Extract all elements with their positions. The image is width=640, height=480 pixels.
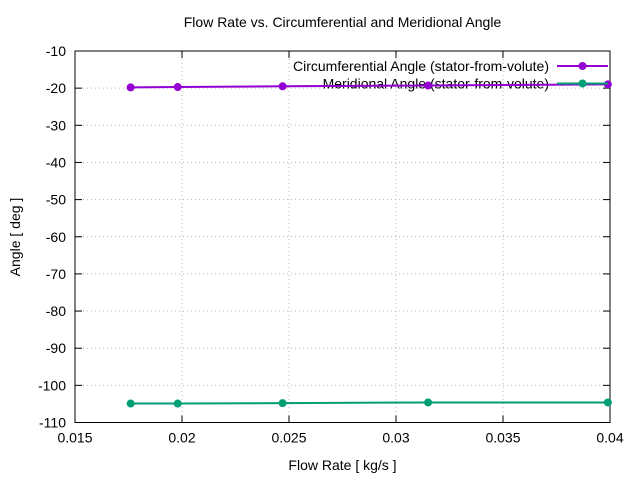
data-point [126, 399, 135, 408]
y-tick-label: -10 [46, 43, 66, 59]
x-tick-label: 0.02 [168, 430, 195, 446]
x-axis-title: Flow Rate [ kg/s ] [288, 457, 397, 473]
data-point [278, 399, 287, 408]
x-tick-label: 0.015 [57, 430, 92, 446]
data-point [173, 399, 182, 408]
series-line [129, 401, 609, 405]
y-tick-label: -40 [46, 154, 66, 170]
data-point [603, 398, 612, 407]
y-tick-label: -60 [46, 229, 66, 245]
x-tick-label: 0.03 [382, 430, 409, 446]
y-tick-label: -70 [46, 266, 66, 282]
chart-title: Flow Rate vs. Circumferential and Meridi… [183, 14, 502, 30]
legend-marker [578, 62, 587, 70]
legend-marker [578, 79, 587, 88]
y-tick-label: -90 [46, 340, 66, 356]
legend-label: Circumferential Angle (stator-from-volut… [293, 58, 549, 74]
data-point [126, 83, 135, 92]
y-tick-label: -30 [46, 117, 66, 133]
data-point [278, 82, 287, 91]
y-tick-label: -20 [46, 80, 66, 96]
data-point [424, 81, 433, 90]
x-tick-label: 0.04 [596, 430, 623, 446]
y-axis-title: Angle [ deg ] [7, 197, 23, 277]
x-tick-label: 0.025 [271, 430, 306, 446]
y-tick-label: -100 [38, 377, 66, 393]
data-point [424, 398, 433, 407]
y-tick-label: -50 [46, 192, 66, 208]
x-tick-label: 0.035 [485, 430, 520, 446]
y-tick-label: -80 [46, 303, 66, 319]
legend-label: Meridional Angle (stator-from-volute) [323, 76, 549, 92]
y-tick-label: -110 [39, 415, 66, 431]
data-point [173, 83, 182, 92]
